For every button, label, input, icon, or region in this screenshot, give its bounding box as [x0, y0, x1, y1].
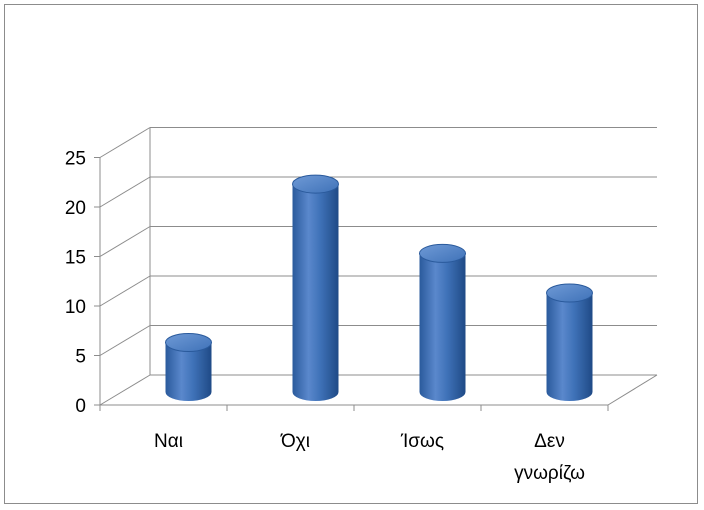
bar — [292, 174, 339, 401]
y-tick-label: 25 — [65, 149, 86, 170]
grid-layer — [99, 127, 657, 406]
axis-layer — [94, 127, 658, 411]
bar-chart: 0 5 10 15 20 25 Ναι Όχι Ίσως Δεν γνωρίζω — [65, 127, 658, 485]
bar-top — [292, 174, 339, 194]
x-tick-label: Ναι — [154, 431, 183, 452]
bar-body — [292, 184, 339, 401]
bar-top — [419, 243, 466, 263]
bar-top — [165, 333, 212, 352]
side-gridline — [99, 226, 151, 257]
floor-right-edge — [607, 374, 658, 406]
bar-body — [165, 342, 212, 401]
side-gridline — [99, 127, 151, 158]
bar-body — [546, 293, 593, 401]
side-gridline — [99, 176, 151, 208]
label-layer: 0 5 10 15 20 25 Ναι Όχι Ίσως Δεν γνωρίζω — [65, 149, 585, 485]
bar — [419, 243, 466, 401]
bar — [165, 333, 212, 401]
x-tick-label: Όχι — [280, 431, 310, 452]
y-tick-label: 15 — [65, 248, 86, 269]
chart-frame: 0 5 10 15 20 25 Ναι Όχι Ίσως Δεν γνωρίζω — [4, 4, 698, 504]
side-gridline — [99, 325, 151, 356]
side-gridline — [99, 275, 151, 307]
y-tick-label: 5 — [75, 347, 86, 368]
x-tick-label: Δεν γνωρίζω — [514, 431, 585, 484]
y-tick-label: 10 — [65, 297, 86, 318]
bar-top — [546, 283, 593, 303]
side-gridline — [99, 374, 151, 406]
bar-body — [419, 253, 466, 401]
bar-layer — [165, 174, 593, 401]
bar — [546, 283, 593, 401]
y-tick-label: 20 — [65, 198, 86, 219]
y-tick-label: 0 — [75, 396, 86, 417]
x-tick-label: Ίσως — [400, 431, 444, 452]
